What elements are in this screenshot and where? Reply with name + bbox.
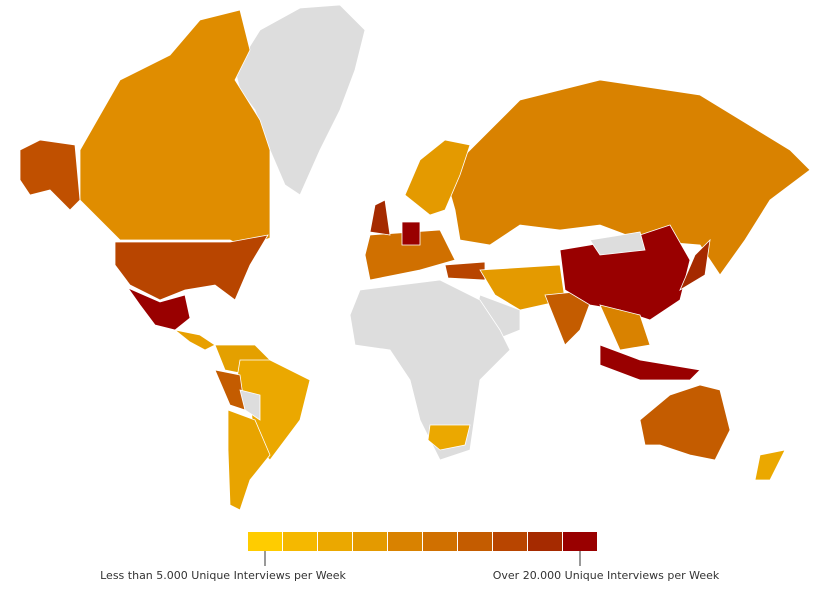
australia — [639, 384, 731, 461]
legend-swatch — [423, 532, 457, 551]
legend-swatch — [283, 532, 317, 551]
southeast-asia — [599, 304, 651, 351]
argentina-chile — [227, 409, 271, 511]
bolivia — [239, 389, 261, 421]
russia — [444, 79, 811, 276]
legend-swatch — [248, 532, 282, 551]
legend-swatch — [388, 532, 422, 551]
legend-high-label: Over 20.000 Unique Interviews per Week — [493, 569, 720, 582]
legend-swatch — [528, 532, 562, 551]
usa — [114, 234, 269, 301]
canada — [79, 9, 271, 249]
legend-swatch — [353, 532, 387, 551]
africa — [349, 279, 511, 461]
legend-swatch — [458, 532, 492, 551]
central-america — [174, 329, 216, 351]
indonesia — [599, 344, 701, 381]
south-africa — [427, 424, 471, 451]
scandinavia — [404, 139, 471, 216]
mongolia — [589, 231, 646, 256]
world-map — [19, 4, 811, 511]
new-zealand — [754, 449, 786, 481]
legend-swatch — [493, 532, 527, 551]
united-kingdom — [369, 199, 391, 236]
legend-swatch — [563, 532, 597, 551]
japan — [679, 238, 711, 291]
middle-east — [479, 264, 566, 311]
legend: Less than 5.000 Unique Interviews per We… — [100, 532, 720, 582]
germany — [401, 221, 421, 246]
alaska — [19, 139, 81, 211]
legend-low-label: Less than 5.000 Unique Interviews per We… — [100, 569, 346, 582]
legend-swatch — [318, 532, 352, 551]
mexico — [126, 287, 191, 331]
turkey — [444, 261, 486, 281]
western-europe — [364, 229, 456, 281]
